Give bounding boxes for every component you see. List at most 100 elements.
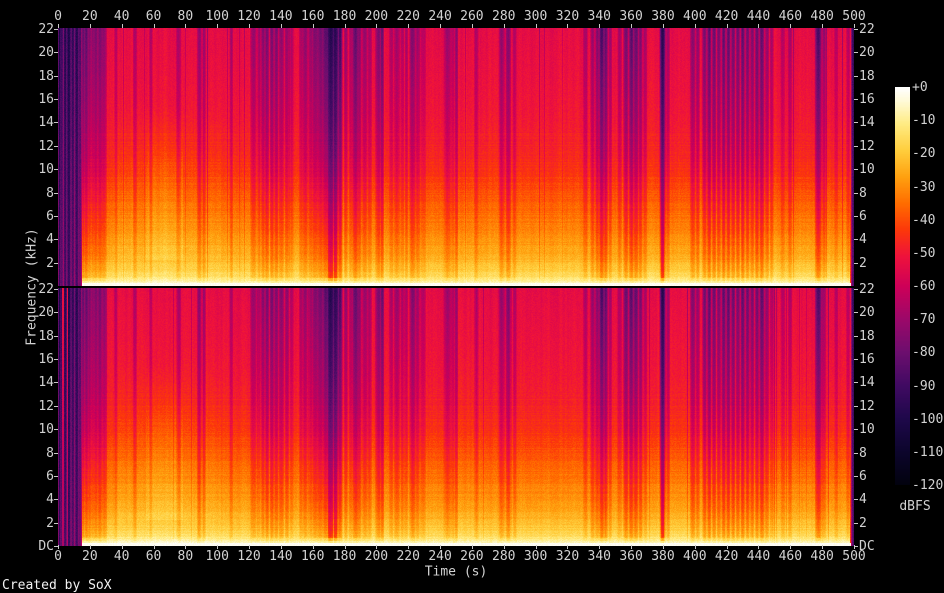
- x-tick-label: 240: [428, 9, 452, 24]
- x-tick-mark: [726, 545, 728, 549]
- freq-tick-label: 18: [38, 68, 54, 84]
- x-tick-label: 320: [555, 549, 580, 564]
- freq-axis-title: Frequency (kHz): [24, 228, 40, 346]
- freq-tick-label: 12: [859, 138, 875, 154]
- freq-tick-mark: [854, 145, 858, 147]
- x-tick-mark: [471, 24, 473, 28]
- x-tick-mark: [535, 24, 537, 28]
- x-tick-mark: [790, 24, 792, 28]
- freq-tick-label: 22: [859, 282, 875, 297]
- freq-tick-mark: [54, 335, 58, 337]
- freq-tick-mark: [54, 359, 58, 361]
- x-tick-mark: [758, 545, 760, 549]
- freq-tick-label: 6: [46, 208, 54, 224]
- sox-credit: Created by SoX: [2, 578, 112, 593]
- x-tick-label: 260: [460, 9, 484, 24]
- x-tick-label: 80: [177, 549, 194, 564]
- freq-tick-label: 20: [38, 45, 54, 61]
- freq-tick-mark: [54, 405, 58, 407]
- x-tick-label: 300: [523, 9, 548, 24]
- x-tick-mark: [312, 24, 314, 28]
- freq-tick-mark: [54, 475, 58, 477]
- x-tick-label: 100: [205, 549, 229, 564]
- x-tick-label: 0: [54, 549, 62, 564]
- freq-tick-mark: [854, 262, 858, 264]
- freq-tick-label: 14: [859, 375, 875, 391]
- freq-tick-mark: [54, 192, 58, 194]
- x-tick-label: 480: [810, 9, 834, 24]
- freq-tick-label: 14: [859, 115, 875, 131]
- freq-tick-mark: [854, 475, 858, 477]
- colorbar-tick-label: -50: [912, 245, 936, 261]
- freq-tick-mark: [854, 99, 858, 101]
- x-tick-mark: [662, 24, 664, 28]
- x-tick-mark: [471, 545, 473, 549]
- freq-tick-mark: [854, 169, 858, 171]
- x-tick-label: 20: [82, 9, 98, 24]
- x-tick-mark: [694, 545, 696, 549]
- x-tick-label: 200: [364, 549, 389, 564]
- x-tick-mark: [249, 24, 251, 28]
- x-tick-mark: [217, 24, 219, 28]
- x-tick-label: 420: [714, 9, 739, 24]
- freq-tick-mark: [854, 499, 858, 501]
- freq-tick-label: 8: [46, 445, 54, 461]
- x-tick-mark: [662, 545, 664, 549]
- x-tick-label: 480: [810, 549, 834, 564]
- x-tick-mark: [631, 24, 633, 28]
- x-tick-mark: [726, 24, 728, 28]
- freq-tick-mark: [54, 262, 58, 264]
- freq-tick-label: 6: [46, 468, 54, 484]
- colorbar-tick-label: -90: [912, 378, 936, 394]
- x-tick-mark: [440, 24, 442, 28]
- freq-tick-mark: [854, 546, 858, 547]
- freq-tick-mark: [54, 52, 58, 54]
- x-tick-label: 260: [460, 549, 484, 564]
- freq-tick-mark: [854, 75, 858, 77]
- freq-tick-label: 4: [859, 232, 867, 248]
- x-tick-label: 180: [332, 9, 357, 24]
- x-tick-label: 500: [842, 9, 866, 24]
- x-tick-label: 360: [619, 549, 643, 564]
- freq-tick-mark: [54, 215, 58, 217]
- x-tick-label: 160: [300, 9, 325, 24]
- x-tick-mark: [153, 545, 155, 549]
- freq-tick-label: 6: [859, 468, 867, 484]
- x-tick-label: 420: [714, 549, 739, 564]
- freq-tick-label: 2: [46, 255, 54, 271]
- x-tick-mark: [599, 24, 601, 28]
- freq-tick-label: 22: [859, 22, 875, 37]
- freq-tick-label: 2: [859, 255, 867, 271]
- freq-tick-mark: [854, 429, 858, 431]
- x-tick-label: 80: [177, 9, 194, 24]
- x-tick-mark: [217, 545, 219, 549]
- freq-tick-mark: [854, 312, 858, 314]
- freq-tick-label: 16: [859, 92, 875, 108]
- freq-tick-mark: [54, 546, 58, 547]
- spectrogram-heatmap: [58, 28, 854, 546]
- x-tick-mark: [440, 545, 442, 549]
- freq-tick-label: 2: [859, 515, 867, 531]
- x-tick-label: 300: [523, 549, 548, 564]
- freq-tick-label: 12: [38, 138, 54, 154]
- freq-tick-label: 8: [46, 185, 54, 201]
- freq-tick-label: 14: [38, 115, 54, 131]
- x-tick-mark: [344, 24, 346, 28]
- x-tick-label: 100: [205, 9, 229, 24]
- freq-tick-label: 16: [38, 92, 54, 108]
- freq-tick-label: 8: [859, 185, 867, 201]
- freq-tick-mark: [54, 522, 58, 524]
- x-tick-mark: [376, 545, 378, 549]
- freq-tick-mark: [54, 239, 58, 241]
- freq-tick-label: 20: [859, 45, 875, 61]
- x-tick-label: 40: [113, 9, 130, 24]
- freq-tick-label: 10: [38, 422, 54, 438]
- freq-tick-label: 12: [859, 398, 875, 414]
- x-tick-label: 440: [746, 9, 771, 24]
- x-tick-label: 460: [778, 9, 803, 24]
- colorbar-tick-label: -10: [912, 113, 936, 129]
- x-tick-mark: [790, 545, 792, 549]
- x-tick-mark: [89, 545, 91, 549]
- x-tick-label: 220: [396, 9, 420, 24]
